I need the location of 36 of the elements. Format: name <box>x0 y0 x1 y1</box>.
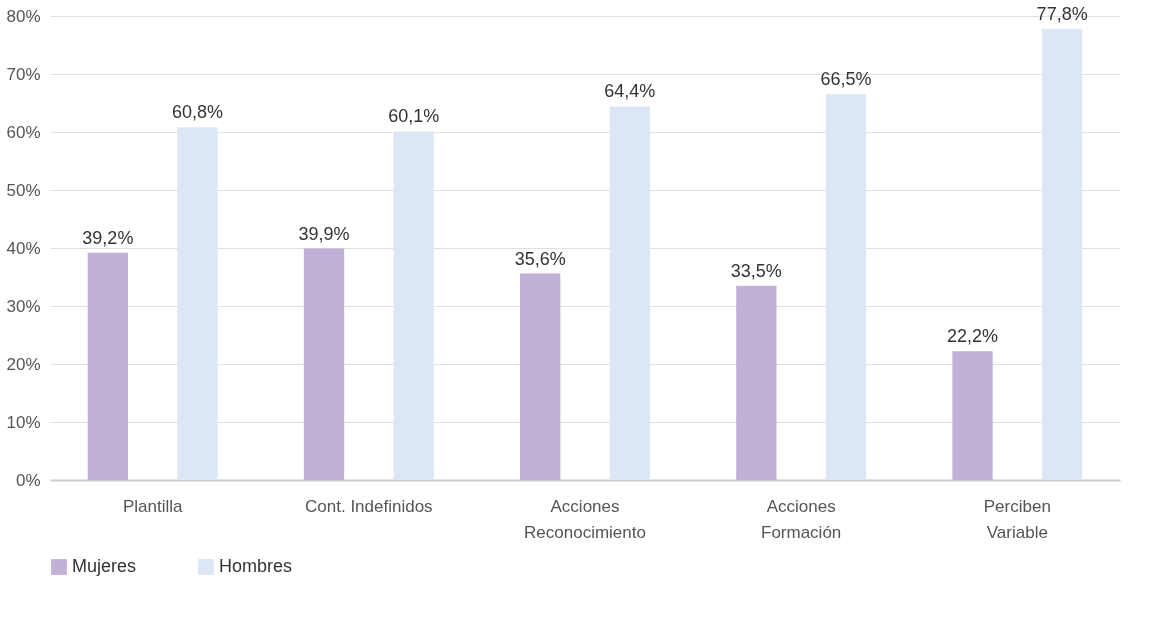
data-label: 22,2% <box>946 326 999 347</box>
data-label: 66,5% <box>820 69 872 90</box>
x-tick-label: Plantilla <box>122 496 183 516</box>
x-tick-label: Acciones Reconocimiento <box>524 496 646 542</box>
bar <box>87 252 129 480</box>
data-label: 39,2% <box>82 227 134 248</box>
bar <box>177 127 218 480</box>
data-label: 60,1% <box>388 106 440 127</box>
y-tick-label: 50% <box>6 180 41 200</box>
data-label: 64,4% <box>604 81 656 102</box>
legend-label: Hombres <box>219 556 293 576</box>
bar <box>303 248 345 480</box>
y-tick-label: 20% <box>6 354 41 374</box>
data-label: 33,5% <box>730 260 782 281</box>
y-tick-label: 0% <box>15 470 41 490</box>
bar <box>1041 28 1083 480</box>
y-tick-label: 30% <box>6 296 41 316</box>
bar <box>609 106 650 480</box>
bar <box>393 131 434 480</box>
y-tick-label: 80% <box>6 6 41 26</box>
y-tick-label: 60% <box>6 122 41 142</box>
x-tick-label: Cont. Indefinidos <box>305 496 433 516</box>
data-label: 39,9% <box>298 223 350 244</box>
x-tick-label: Acciones Formación <box>761 496 842 542</box>
x-tick-label: Perciben Variable <box>983 496 1051 542</box>
legend-label: Mujeres <box>72 556 137 576</box>
bar <box>520 273 561 480</box>
data-label: 77,8% <box>1036 3 1088 24</box>
bar <box>952 351 993 480</box>
data-label: 35,6% <box>514 248 566 269</box>
y-tick-label: 70% <box>6 64 41 84</box>
bar <box>825 94 867 480</box>
data-label: 60,8% <box>171 102 224 123</box>
bar <box>736 285 777 480</box>
y-tick-label: 40% <box>6 238 41 258</box>
y-tick-label: 10% <box>6 412 41 432</box>
